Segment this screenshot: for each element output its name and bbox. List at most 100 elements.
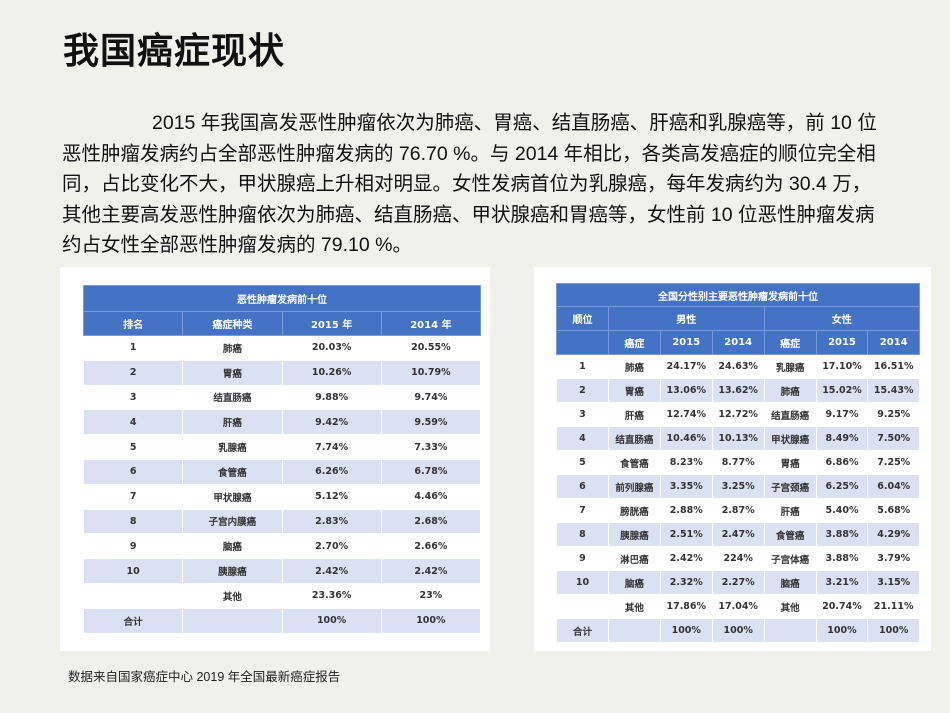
table-title: 全国分性别主要恶性肿瘤发病前十位 [556,283,920,307]
table-cell: 8 [82,508,184,535]
table-cell: 13.06% [659,378,713,403]
col-header-type: 癌症种类 [182,311,283,336]
table-cell: 5.12% [281,483,382,510]
table-row: 4 结直肠癌 10.46% 10.13% 甲状腺癌 8.49% 7.50% [556,426,920,451]
table-cell: 7 [556,498,609,523]
table-row: 8 子宫内膜癌 2.83% 2.68% [82,508,482,535]
table-cell: 乳腺癌 [763,354,817,379]
table-cell: 3.25% [711,474,765,499]
table-cell: 2.83% [281,508,382,535]
sub-header-male-2014: 2014 [711,330,765,355]
table-row: 9 淋巴癌 2.42% 224% 子宫体癌 3.88% 3.79% [556,546,920,571]
table-cell: 3 [82,384,184,411]
table-cell: 胃癌 [607,378,661,403]
table-cell: 2 [556,378,609,403]
table-cell: 100% [659,618,713,643]
table-cell: 脑癌 [607,570,661,595]
table-cell: 前列腺癌 [607,474,661,499]
table2-panel: 全国分性别主要恶性肿瘤发病前十位 顺位 男性 女性 癌症 2015 2014 癌… [534,267,931,651]
table-cell: 9.25% [867,402,920,427]
table-cell: 6 [82,458,184,485]
table-cell: 4.46% [380,483,482,510]
table-cell: 3.35% [659,474,713,499]
table-cell [82,582,184,609]
table-cell: 9.59% [380,409,482,436]
source-note: 数据来自国家癌症中心 2019 年全国最新癌症报告 [68,670,341,684]
table-cell: 结直肠癌 [763,402,817,427]
table-row: 10 胰腺癌 2.42% 2.42% [82,558,482,584]
table-cell: 肝癌 [182,409,283,436]
table-cell: 7.74% [281,434,382,460]
table-cell: 2.68% [380,508,482,535]
table-row: 8 胰腺癌 2.51% 2.47% 食管癌 3.88% 4.29% [556,522,920,547]
table-cell: 7.33% [380,434,482,460]
table-cell: 15.43% [867,378,920,403]
table-cell: 2.87% [711,498,765,523]
table-cell: 8.23% [659,450,713,475]
table-row: 3 结直肠癌 9.88% 9.74% [82,384,482,411]
sub-header-male-2015: 2015 [659,330,713,355]
table-cell: 5 [82,434,184,460]
table-cell: 6.04% [867,474,920,499]
col-header-rank: 排名 [82,311,184,336]
sub-header [556,330,609,355]
table-row: 2 胃癌 13.06% 13.62% 肺癌 15.02% 15.43% [556,378,920,403]
table-cell: 食管癌 [182,458,283,485]
table-row: 10 脑癌 2.32% 2.27% 脑癌 3.21% 3.15% [556,570,920,595]
gender-top10-cancer-table: 全国分性别主要恶性肿瘤发病前十位 顺位 男性 女性 癌症 2015 2014 癌… [556,283,921,643]
table-cell: 9.42% [281,409,382,436]
table-cell: 肺癌 [607,354,661,379]
table-cell: 3.15% [867,570,920,595]
sub-header-female-2015: 2015 [815,330,869,355]
table-cell: 食管癌 [763,522,817,547]
table-cell: 7 [82,483,184,510]
table-cell: 肝癌 [607,402,661,427]
table-cell: 16.51% [867,354,920,379]
table-cell: 5.68% [867,498,920,523]
table-cell: 17.10% [815,354,869,379]
table-cell: 脑癌 [763,570,817,595]
table-row: 3 肝癌 12.74% 12.72% 结直肠癌 9.17% 9.25% [556,402,920,427]
table-cell: 10.26% [281,359,382,386]
table-cell [182,607,283,634]
table-row: 5 乳腺癌 7.74% 7.33% [82,434,482,460]
table-row: 5 食管癌 8.23% 8.77% 胃癌 6.86% 7.25% [556,450,920,475]
table-cell: 子宫体癌 [763,546,817,571]
table-cell: 2.88% [659,498,713,523]
col-header-2015: 2015 年 [281,311,382,336]
table-row: 合计 100% 100% [82,607,482,634]
table-cell: 9.88% [281,384,382,411]
table-cell: 12.72% [711,402,765,427]
table-cell: 3.21% [815,570,869,595]
table1-panel: 恶性肿瘤发病前十位 排名 癌症种类 2015 年 2014 年 1 肺癌 20.03… [60,267,490,651]
table-cell: 100% [815,618,869,643]
table-cell: 6.86% [815,450,869,475]
table-cell: 其他 [607,594,661,619]
table-cell: 100% [867,618,920,643]
table-cell: 胃癌 [182,359,283,386]
table-cell: 10.79% [380,359,482,386]
table-row: 其他 17.86% 17.04% 其他 20.74% 21.11% [556,594,920,619]
table-cell: 乳腺癌 [182,434,283,460]
table-cell: 淋巴癌 [607,546,661,571]
table-cell: 12.74% [659,402,713,427]
table-cell: 1 [82,335,184,361]
table-cell: 3.79% [867,546,920,571]
table-cell: 8.77% [711,450,765,475]
table-cell: 9 [556,546,609,571]
table-cell: 10 [82,558,184,584]
table-row: 9 脑癌 2.70% 2.66% [82,533,482,560]
table-cell: 23% [380,582,482,609]
table-cell: 结直肠癌 [607,426,661,451]
table-cell: 2.66% [380,533,482,560]
table-cell: 其他 [182,582,283,609]
table-cell: 肺癌 [182,335,283,361]
table-cell: 23.36% [281,582,382,609]
table-cell: 肺癌 [763,378,817,403]
table-cell: 9 [82,533,184,560]
table-cell: 10 [556,570,609,595]
table-row: 6 前列腺癌 3.35% 3.25% 子宫颈癌 6.25% 6.04% [556,474,920,499]
table-cell: 20.74% [815,594,869,619]
table-cell: 1 [556,354,609,379]
table-cell: 10.46% [659,426,713,451]
